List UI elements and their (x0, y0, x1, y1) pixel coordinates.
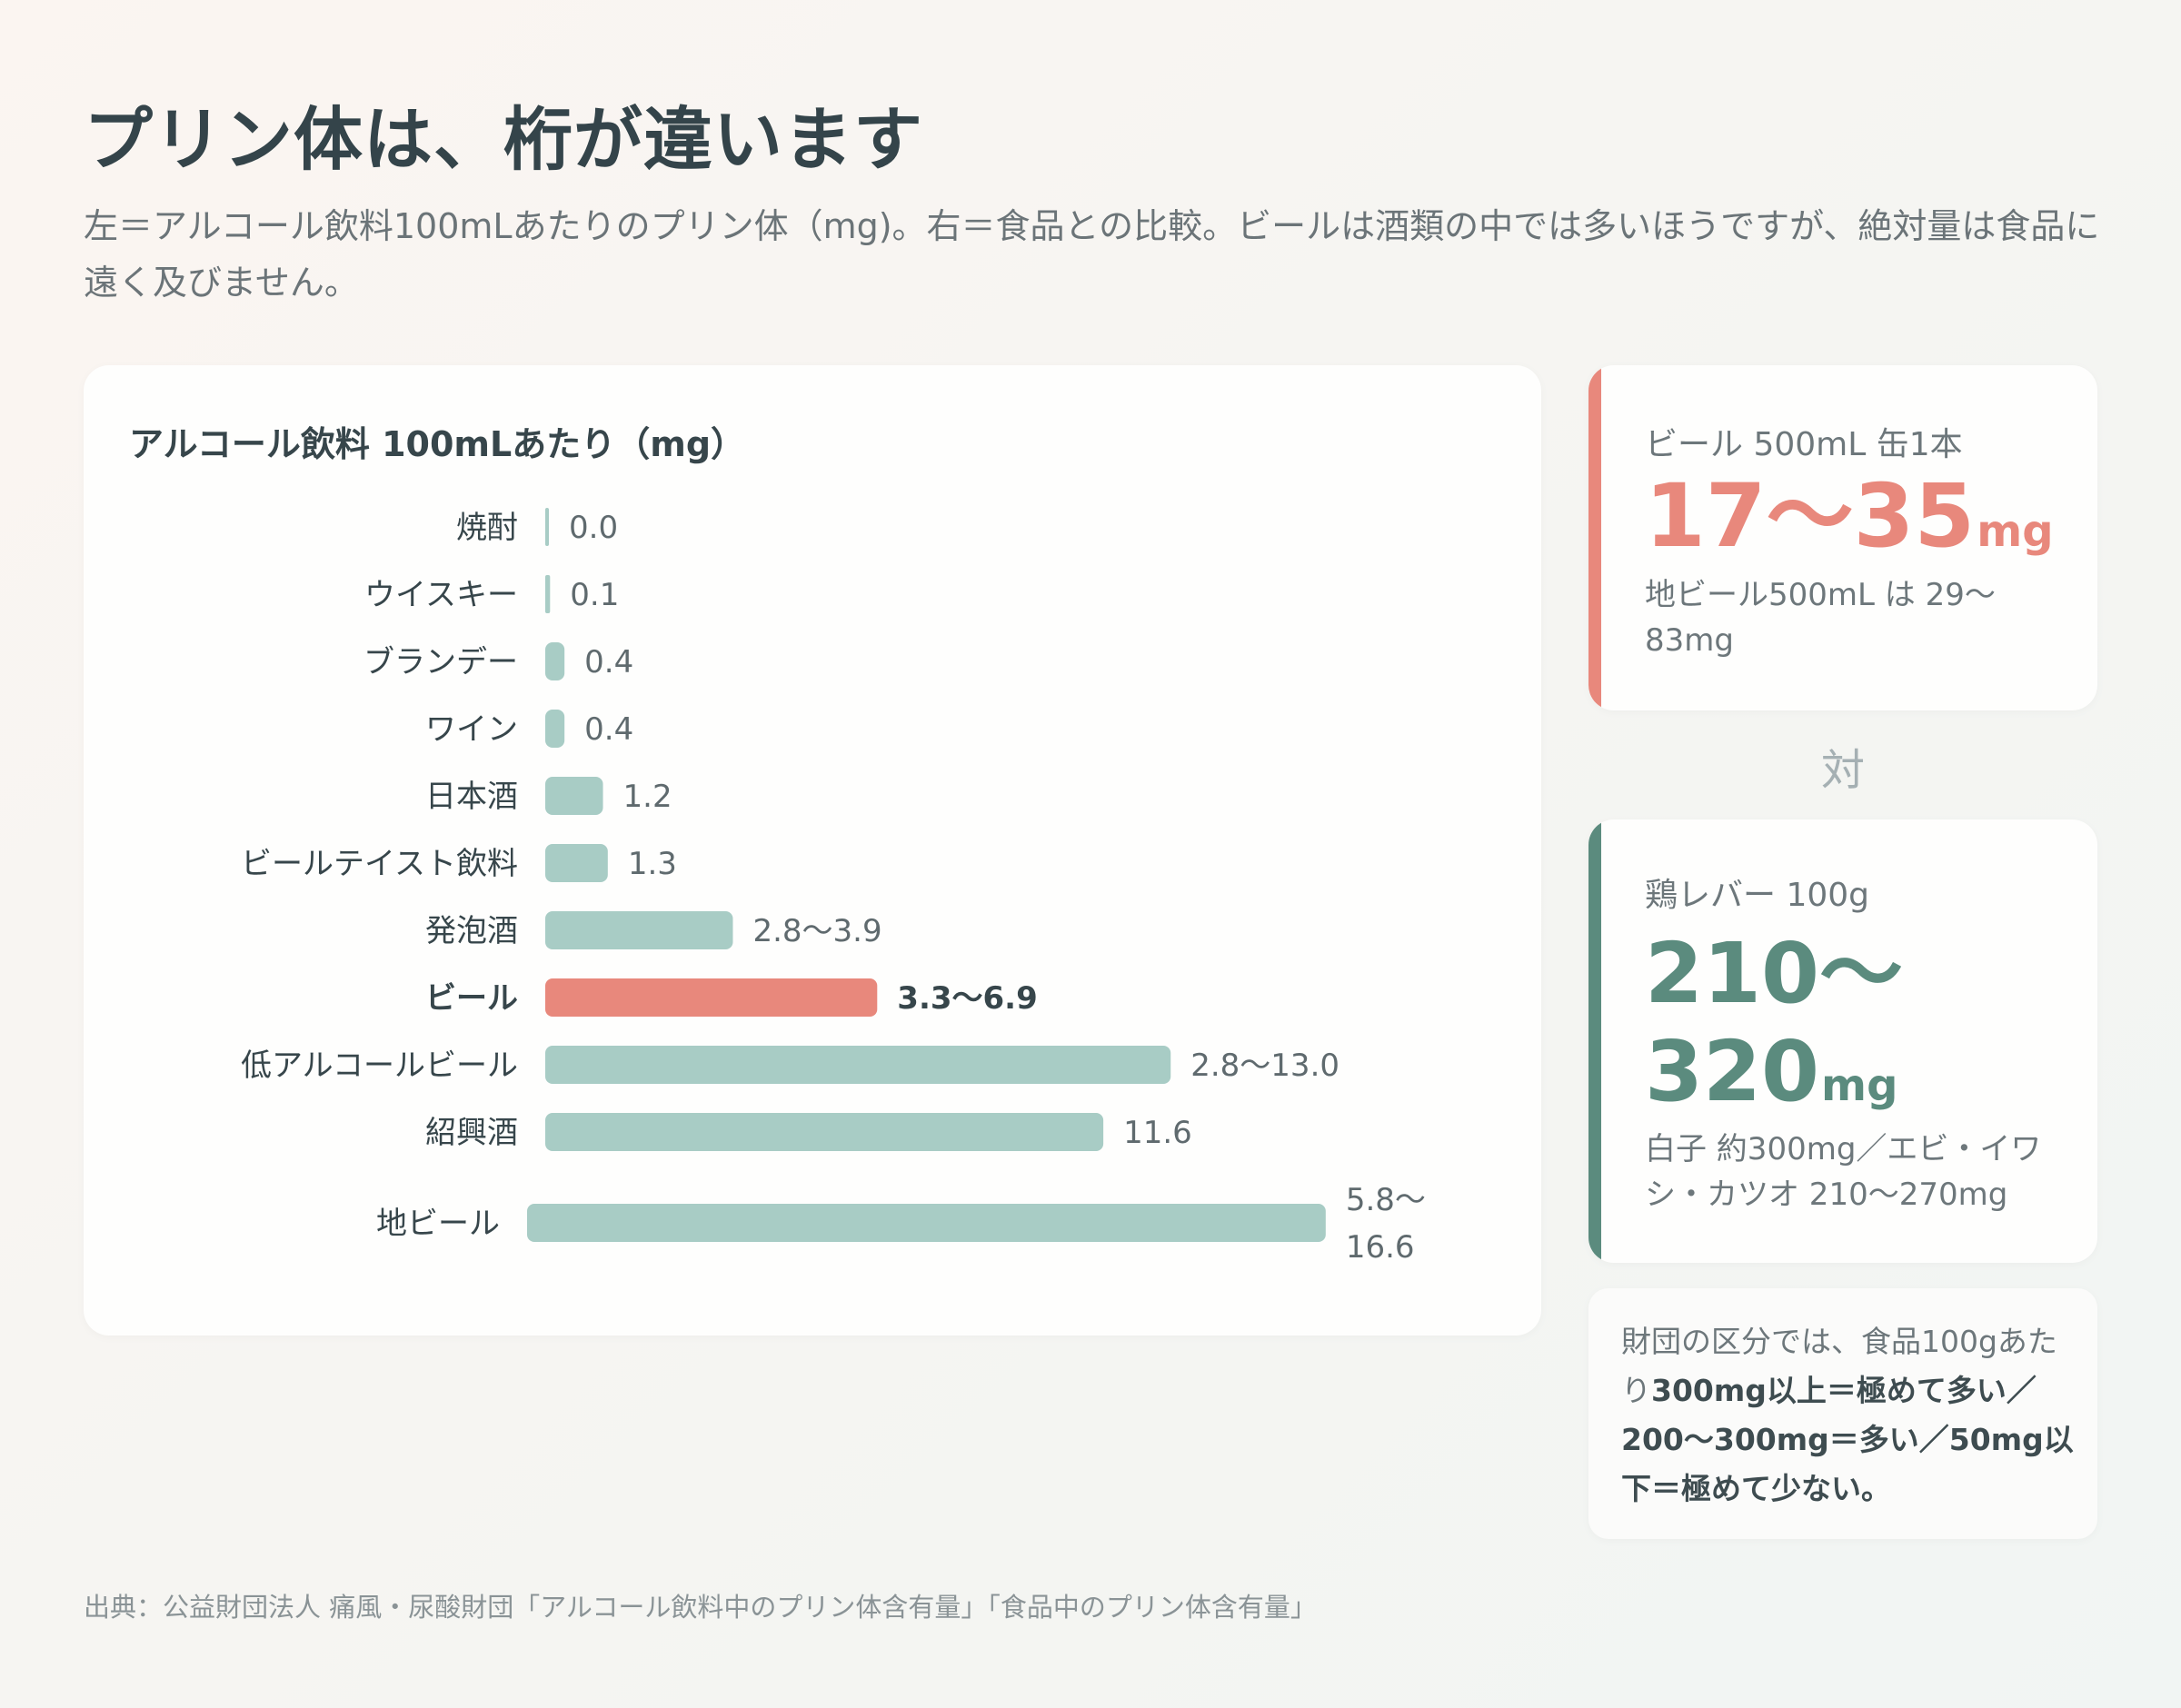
beer-stat-label: ビール 500mL 缶1本 (1645, 426, 1963, 463)
value-label: 5.8〜 16.6 (1346, 1182, 1426, 1266)
category-label: ウイスキー (364, 577, 518, 613)
category-label: 日本酒 (425, 779, 518, 815)
category-label: ワイン (425, 711, 518, 748)
purine-bar-chart: 焼酎 0.0 ウイスキー 0.1 ブランデー 0.4 ワイン 0.4 日本酒 1.2 ビールテイスト… (241, 508, 1426, 1266)
source-citation: 出典：公益財団法人 痛風・尿酸財団「アルコール飲料中のプリン体含有量」「食品中の… (84, 1592, 1317, 1623)
liver-stat-card: 鶏レバー 100g 210〜 320mg 白子 約300mg／エビ・イワシ・カツ… (1588, 819, 2097, 1263)
category-label: 発泡酒 (425, 913, 518, 949)
bar (545, 911, 733, 949)
value-label: 0.4 (584, 711, 633, 748)
foundation-note-text: 財団の区分では、食品100gあたり300mg以上＝極めて多い／200〜300mg… (1621, 1317, 2076, 1514)
value-label: 0.4 (584, 644, 633, 680)
value-label: 2.8〜13.0 (1190, 1048, 1339, 1084)
foundation-note-emphasis: 300mg以上＝極めて多い／200〜300mg＝多い／50mg以下＝極めて少ない… (1621, 1373, 2074, 1506)
value-label: 3.3〜6.9 (897, 980, 1037, 1017)
value-label: 2.8〜3.9 (752, 913, 881, 949)
beer-accent-bar (1588, 365, 1601, 710)
category-label: ビールテイスト飲料 (241, 846, 518, 882)
liver-value-number-1: 210〜 (1645, 925, 1904, 1022)
value-label-line: 16.6 (1346, 1229, 1415, 1266)
category-label: ブランデー (364, 644, 518, 680)
value-label: 1.3 (628, 846, 677, 882)
beer-stat-value: 17〜35mg (1645, 472, 2054, 560)
liver-stat-value-line1: 210〜 (1645, 932, 1903, 1016)
value-label-line: 5.8〜 (1346, 1182, 1426, 1218)
versus-label: 対 (1820, 745, 1865, 796)
chart-card: アルコール飲料 100mLあたり（mg） 焼酎 0.0 ウイスキー 0.1 ブランデー 0… (84, 365, 1541, 1336)
value-label: 1.2 (623, 779, 672, 815)
liver-stat-value-line2: 320mg (1645, 1030, 1897, 1114)
liver-stat-label: 鶏レバー 100g (1645, 877, 1870, 914)
liver-accent-bar (1588, 819, 1601, 1263)
bar (545, 1046, 1171, 1084)
chart-title: アルコール飲料 100mLあたり（mg） (129, 424, 746, 464)
foundation-note-lead: 財団の区分では、食品100gあたり (1621, 1324, 2057, 1408)
value-label: 0.1 (570, 577, 619, 613)
foundation-note-card: 財団の区分では、食品100gあたり300mg以上＝極めて多い／200〜300mg… (1588, 1288, 2097, 1539)
value-label: 0.0 (569, 510, 618, 546)
category-label: 地ビール (376, 1206, 500, 1242)
category-label: 低アルコールビール (241, 1048, 518, 1084)
page-subtitle: 左＝アルコール飲料100mLあたりのプリン体（mg)。右＝食品との比較。ビールは… (84, 206, 2100, 303)
beer-value-unit: mg (1977, 506, 2054, 557)
liver-value-number-2: 320 (1645, 1023, 1820, 1120)
bar (527, 1204, 1326, 1242)
bar (545, 710, 565, 748)
bar (545, 777, 603, 815)
bar (545, 978, 878, 1017)
category-label: ビール (425, 980, 518, 1017)
bar (545, 642, 565, 680)
category-label: 紹興酒 (425, 1115, 518, 1151)
bar (545, 1113, 1104, 1151)
page-title: プリン体は、桁が違います (84, 99, 923, 180)
bar (545, 575, 551, 613)
liver-stat-note: 白子 約300mg／エビ・イワシ・カツオ 210〜270mg (1645, 1131, 2042, 1213)
liver-value-unit: mg (1821, 1060, 1898, 1111)
beer-value-number: 17〜35 (1645, 465, 1976, 567)
beer-stat-note: 地ビール500mL は 29〜83mg (1645, 577, 1996, 659)
bar (545, 844, 608, 882)
value-label: 11.6 (1123, 1115, 1192, 1151)
bar (545, 508, 549, 546)
category-label: 焼酎 (456, 510, 518, 546)
beer-stat-card: ビール 500mL 缶1本 17〜35mg 地ビール500mL は 29〜83m… (1588, 365, 2097, 710)
